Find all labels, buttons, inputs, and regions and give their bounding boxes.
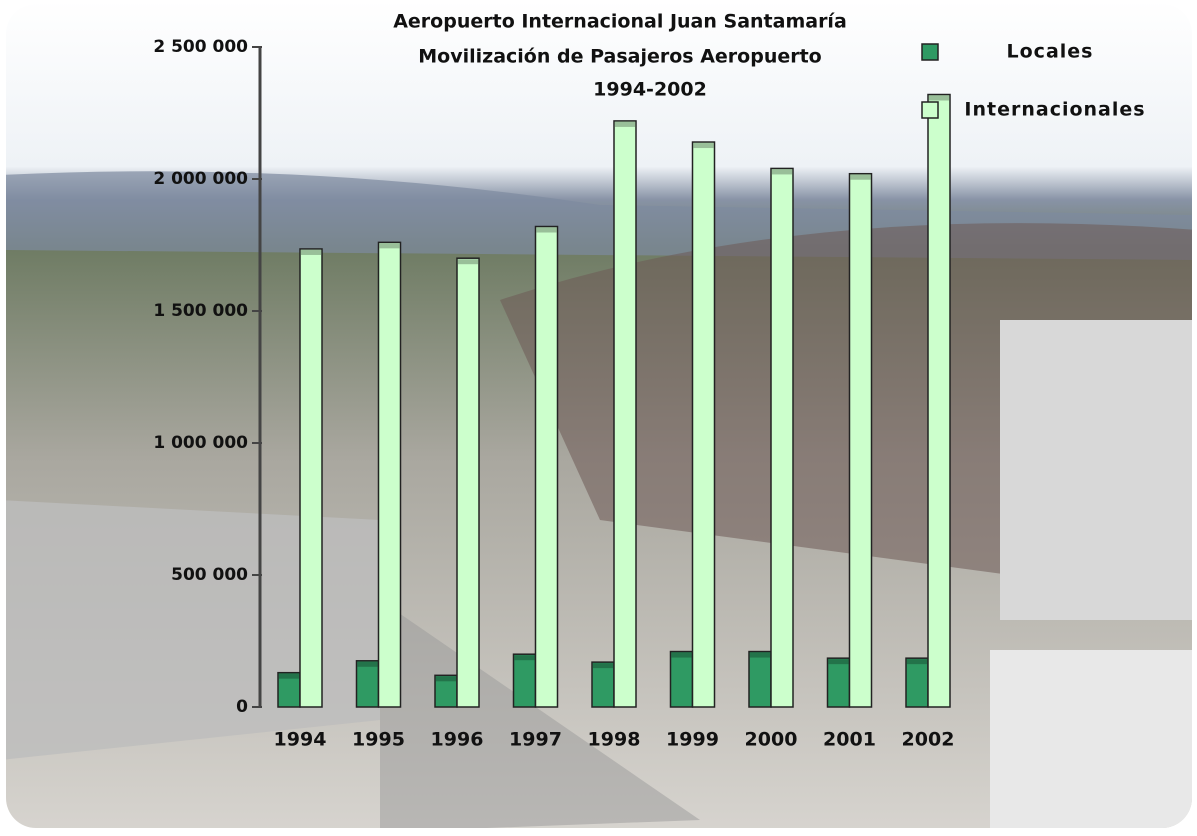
- legend-label: Internacionales: [964, 99, 1145, 121]
- bar: [748, 650, 772, 708]
- bar: [669, 650, 694, 708]
- bar: [512, 653, 537, 708]
- bar-cap: [536, 227, 557, 233]
- x-tick-label: 1999: [666, 729, 719, 751]
- bar: [534, 225, 559, 708]
- bar: [456, 257, 480, 708]
- bar: [905, 657, 929, 708]
- x-tick-label: 2002: [902, 729, 955, 751]
- x-tick-label: 1998: [588, 729, 641, 751]
- y-tick-label: 0: [236, 697, 248, 717]
- bar: [770, 167, 794, 708]
- bar: [299, 248, 323, 708]
- bar-cap: [301, 249, 321, 255]
- bar-cap: [772, 169, 792, 175]
- bar: [927, 93, 951, 708]
- bar: [826, 657, 851, 708]
- bar: [355, 660, 380, 708]
- x-tick-label: 1995: [352, 729, 405, 751]
- x-tick-label: 1994: [274, 729, 327, 751]
- chart-title: Aeropuerto Internacional Juan Santamaría: [393, 11, 847, 33]
- chart-title: 1994-2002: [593, 79, 707, 101]
- bar: [377, 241, 402, 708]
- legend-label: Locales: [1007, 41, 1094, 63]
- legend-swatch: [921, 101, 939, 119]
- x-tick-label: 1997: [509, 729, 562, 751]
- bar-cap: [514, 655, 535, 661]
- y-tick-label: 500 000: [171, 565, 248, 585]
- bar-cap: [929, 95, 949, 101]
- y-tick-label: 1 500 000: [153, 301, 248, 321]
- bar-cap: [671, 652, 692, 658]
- bar-cap: [279, 673, 299, 679]
- y-tick-label: 2 000 000: [153, 169, 248, 189]
- legend-swatch: [921, 43, 939, 61]
- bar-cap: [693, 143, 714, 149]
- bar-cap: [907, 659, 927, 665]
- x-tick-label: 2000: [745, 729, 798, 751]
- bar-cap: [828, 659, 849, 665]
- x-tick-label: 1996: [431, 729, 484, 751]
- bar: [613, 120, 637, 708]
- bar-cap: [593, 663, 613, 669]
- bar-cap: [850, 174, 871, 180]
- bar-cap: [357, 661, 378, 667]
- y-tick-label: 1 000 000: [153, 433, 248, 453]
- bar-cap: [750, 652, 770, 658]
- chart-title: Movilización de Pasajeros Aeropuerto: [418, 46, 821, 68]
- bar-cap: [458, 259, 478, 265]
- bar-cap: [615, 121, 635, 127]
- bar-cap: [379, 243, 400, 249]
- bar: [591, 661, 615, 708]
- bar: [848, 172, 873, 708]
- bar-cap: [436, 676, 456, 682]
- bar: [691, 141, 716, 708]
- y-tick-label: 2 500 000: [153, 37, 248, 57]
- x-tick-label: 2001: [823, 729, 876, 751]
